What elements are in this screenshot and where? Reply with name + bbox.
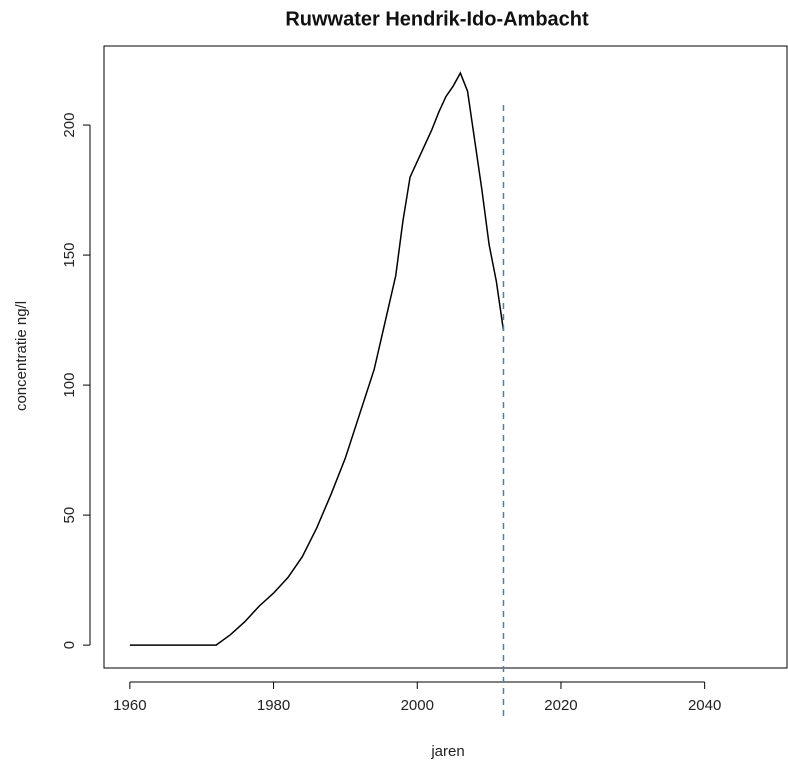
x-axis-label: jaren (430, 743, 464, 760)
data-line (129, 71, 505, 646)
plot-frame (103, 45, 788, 669)
y-tick-label: 50 (61, 507, 78, 524)
y-tick-label: 0 (61, 641, 78, 649)
x-tick-label: 2000 (401, 697, 434, 714)
x-tick-label: 1980 (257, 697, 290, 714)
x-tick-label: 2020 (544, 697, 577, 714)
chart-title: Ruwwater Hendrik-Ido-Ambacht (285, 8, 589, 30)
x-tick-label: 1960 (113, 697, 146, 714)
x-tick-label: 2040 (688, 697, 721, 714)
y-tick-label: 150 (61, 243, 78, 268)
y-tick-label: 100 (61, 373, 78, 398)
y-tick-label: 200 (61, 113, 78, 138)
y-axis-label: concentratie ng/l (13, 301, 30, 411)
